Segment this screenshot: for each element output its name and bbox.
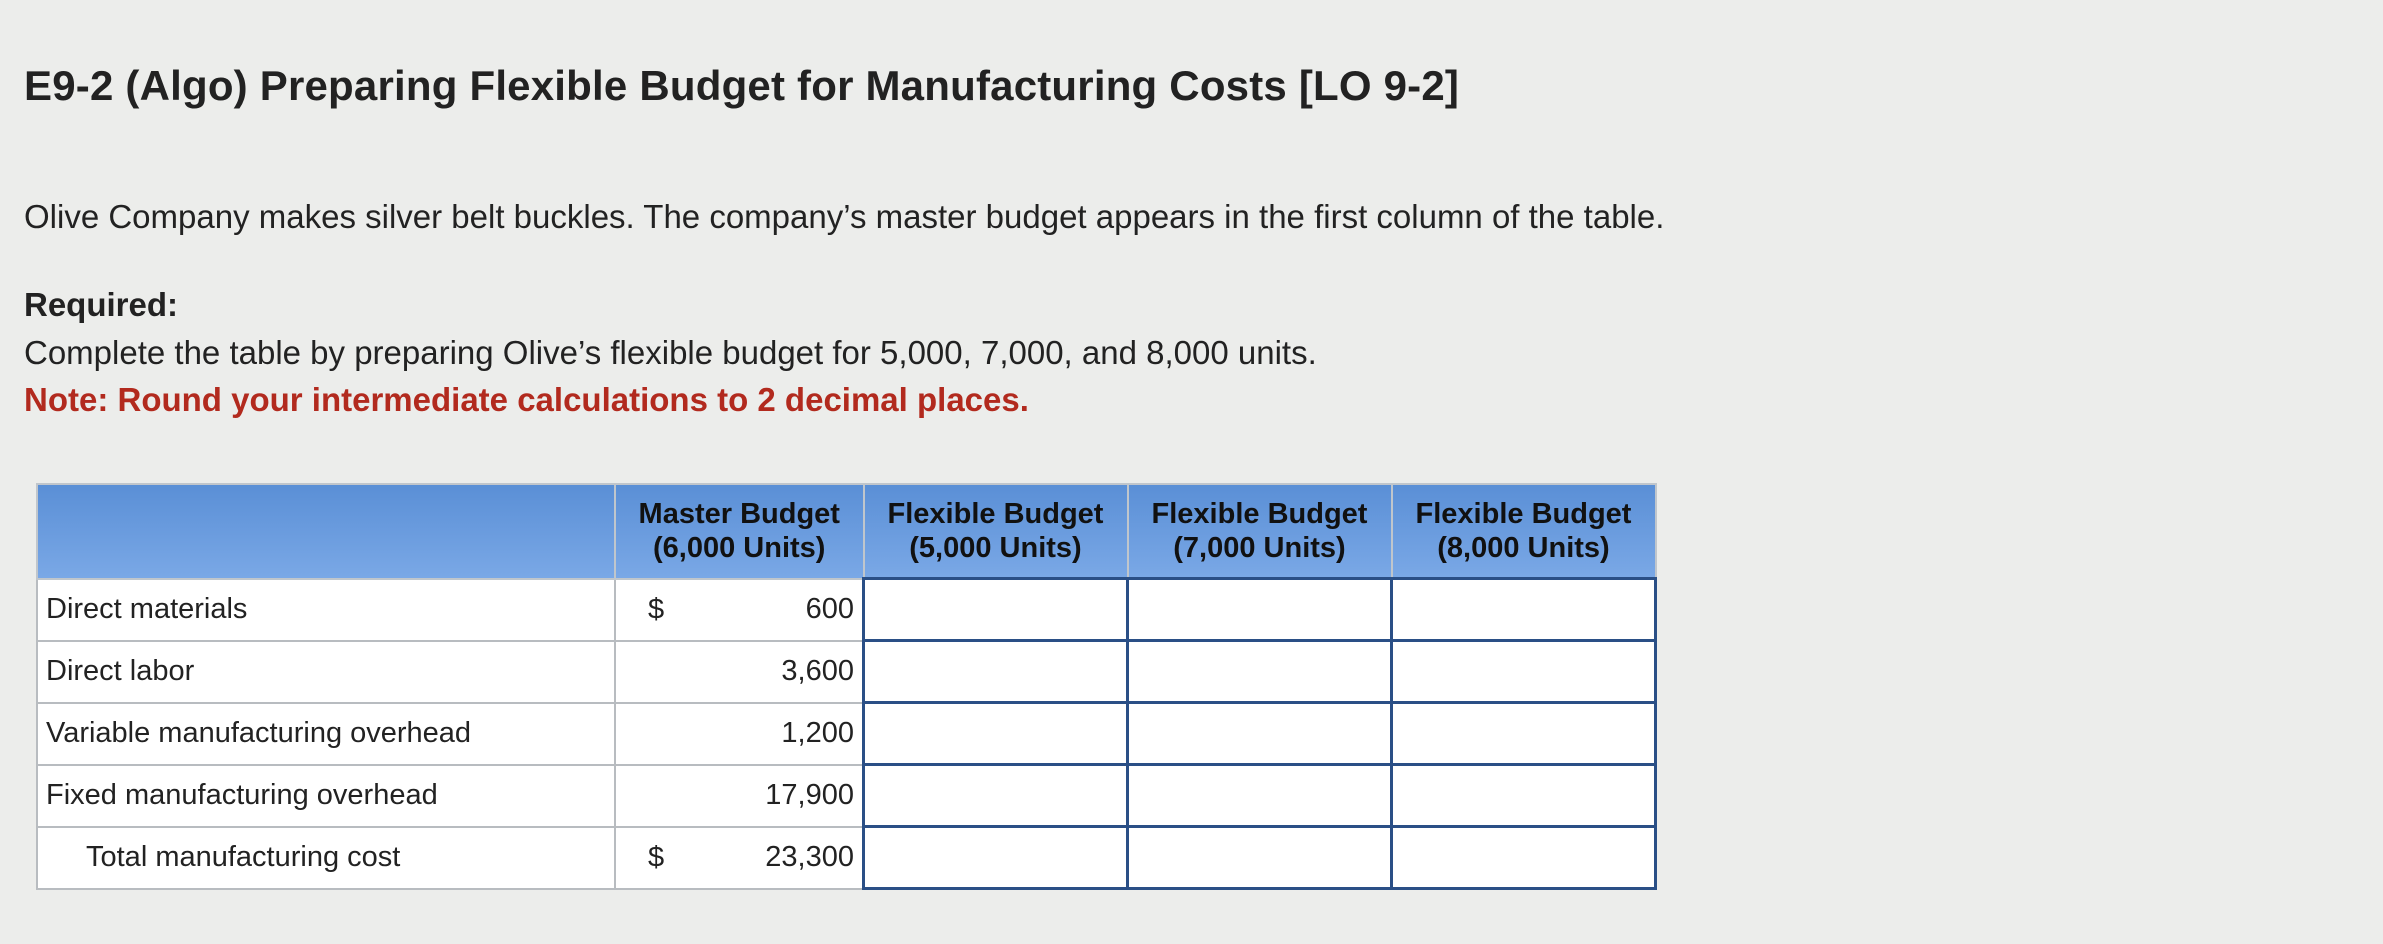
title: E9-2 (Algo) Preparing Flexible Budget fo… [24,62,1460,109]
column-header: Master Budget (6,000 Units) [614,483,865,580]
currency: $ [648,841,665,873]
input-field[interactable] [1129,580,1390,639]
input-field[interactable] [1129,828,1390,887]
master-value: 3,600 [781,655,854,687]
master-value-cell: 1,200 [614,701,865,766]
input-cell [1126,577,1393,642]
column-header: Flexible Budget (8,000 Units) [1390,483,1657,580]
master-value-cell: 17,900 [614,763,865,828]
input-cell [1390,763,1657,828]
column-header-line: (5,000 Units) [909,532,1082,564]
row-label: Fixed manufacturing overhead [36,763,616,828]
input-cell [862,701,1129,766]
input-cell [1390,701,1657,766]
note: Note: Round your intermediate calculatio… [24,381,1029,418]
column-header-line: Flexible Budget [1151,498,1368,530]
input-field[interactable] [1129,642,1390,701]
input-cell [1390,577,1657,642]
column-header-line: (7,000 Units) [1173,532,1346,564]
input-field[interactable] [865,766,1126,825]
input-cell [862,577,1129,642]
input-field[interactable] [865,704,1126,763]
row-label: Direct labor [36,639,616,704]
input-cell [1126,639,1393,704]
input-field[interactable] [865,828,1126,887]
master-value-cell: $600 [614,577,865,642]
row-label: Direct materials [36,577,616,642]
input-cell [862,639,1129,704]
input-field[interactable] [1129,704,1390,763]
currency: $ [648,593,665,625]
row: Variable manufacturing overhead 1,200 [36,701,1657,766]
input-field[interactable] [1129,766,1390,825]
row-label: Total manufacturing cost [36,825,616,890]
master-value: 600 [805,593,854,625]
row-label: Variable manufacturing overhead [36,701,616,766]
budget-table: Master Budget (6,000 Units) Flexible Budge… [36,483,1657,890]
input-cell [1390,639,1657,704]
row: Direct labor 3,600 [36,639,1657,704]
header-row: Master Budget (6,000 Units) Flexible Budge… [36,483,1657,580]
input-field[interactable] [865,642,1126,701]
master-value: 23,300 [765,841,854,873]
input-cell [1126,701,1393,766]
row: Total manufacturing cost $23,300 [36,825,1657,890]
input-field[interactable] [1393,704,1654,763]
row: Direct materials $600 [36,577,1657,642]
column-header-line: Flexible Budget [1415,498,1632,530]
input-field[interactable] [1393,828,1654,887]
column-header: Flexible Budget (5,000 Units) [862,483,1129,580]
master-value-cell: $23,300 [614,825,865,890]
column-header-line: (8,000 Units) [1437,532,1610,564]
input-cell [862,825,1129,890]
column-header-line: Master Budget [638,498,840,531]
required-text: Complete the table by preparing Olive’s … [24,334,1317,371]
master-value-cell: 3,600 [614,639,865,704]
input-field[interactable] [1393,642,1654,701]
column-header-line: (6,000 Units) [653,532,826,565]
input-field[interactable] [1393,766,1654,825]
master-value: 1,200 [781,717,854,749]
input-field[interactable] [865,580,1126,639]
header-blank [36,483,616,580]
input-field[interactable] [1393,580,1654,639]
required-label: Required: [24,286,179,323]
row: Fixed manufacturing overhead 17,900 [36,763,1657,828]
input-cell [1126,763,1393,828]
master-value: 17,900 [765,779,854,811]
input-cell [1126,825,1393,890]
input-cell [1390,825,1657,890]
input-cell [862,763,1129,828]
column-header: Flexible Budget (7,000 Units) [1126,483,1393,580]
intro: Olive Company makes silver belt buckles.… [24,198,1665,235]
column-header-line: Flexible Budget [887,498,1104,530]
